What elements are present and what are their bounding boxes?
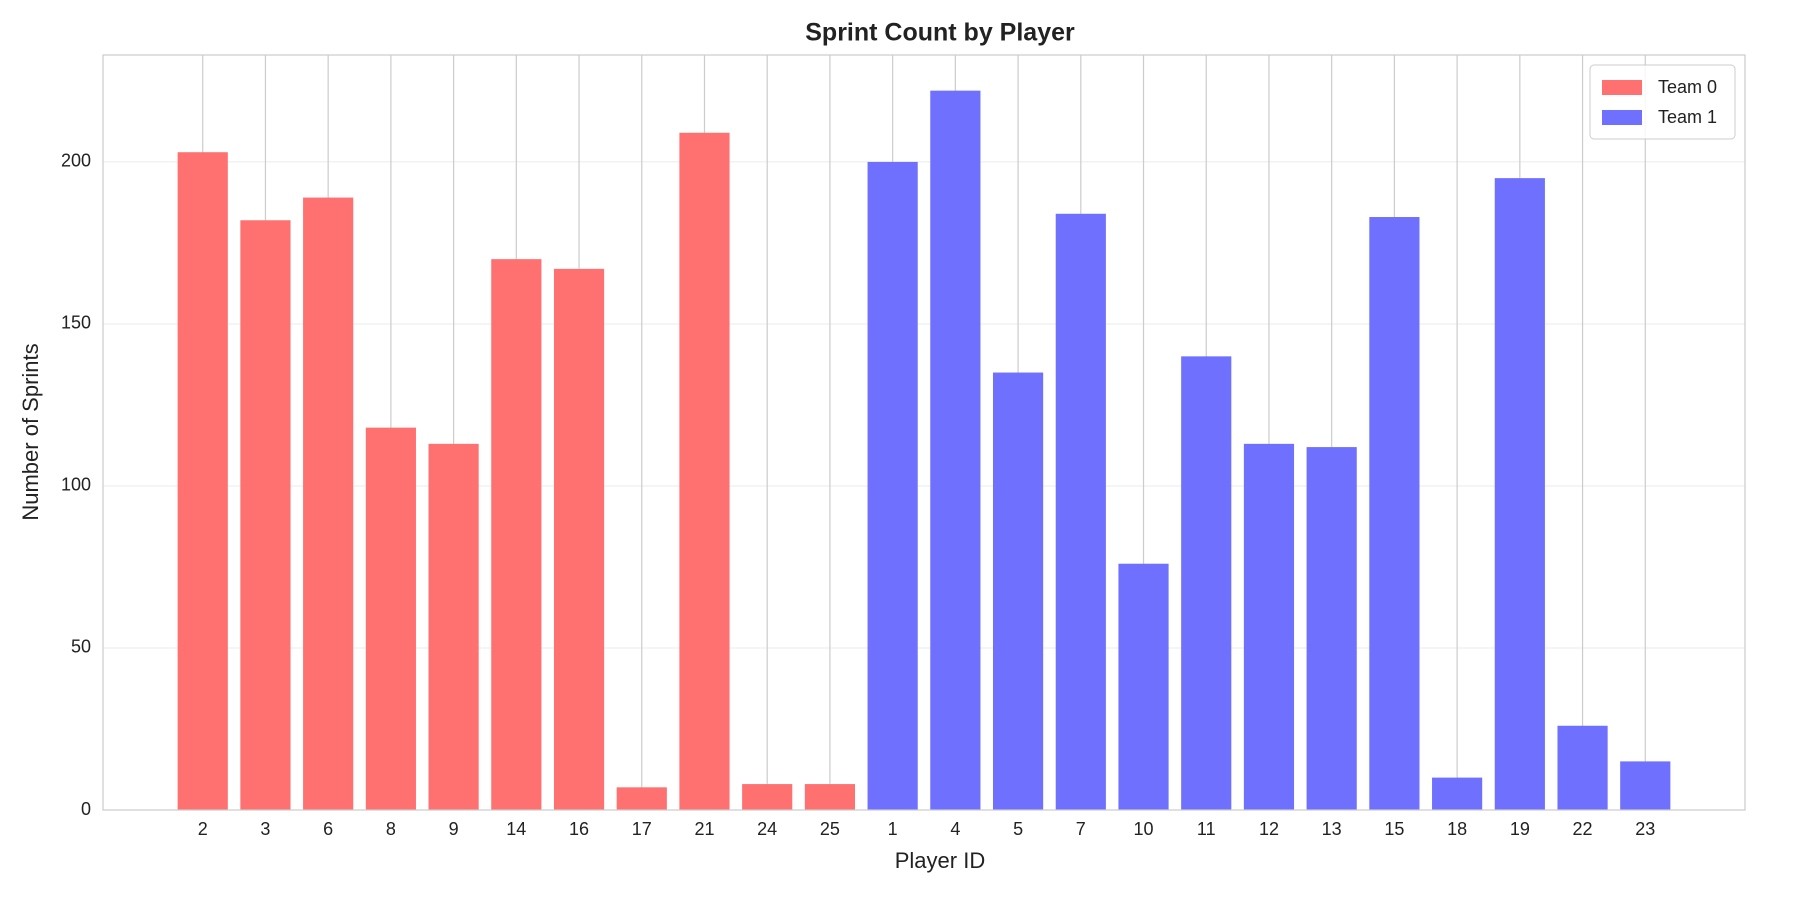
bar [1118,563,1169,810]
bar [679,132,730,810]
legend-label: Team 1 [1658,107,1717,127]
x-tick-label: 25 [820,819,840,839]
bar [1243,443,1295,810]
x-tick-label: 8 [386,819,396,839]
bar [1369,217,1420,811]
bar [992,372,1044,810]
bar [804,784,856,810]
bar [553,268,605,810]
bar [428,443,479,810]
bar [1055,213,1106,810]
y-tick-label: 50 [71,637,91,657]
bar [1557,725,1608,810]
x-tick-label: 15 [1384,819,1404,839]
x-tick-label: 9 [449,819,459,839]
y-tick-label: 100 [61,475,91,495]
x-tick-label: 16 [569,819,589,839]
x-tick-label: 1 [888,819,898,839]
x-tick-label: 2 [198,819,208,839]
x-tick-label: 10 [1134,819,1154,839]
legend-label: Team 0 [1658,77,1717,97]
x-tick-label: 23 [1635,819,1655,839]
bar [1306,447,1357,810]
x-tick-label: 4 [950,819,960,839]
bar [1181,356,1232,810]
bar [1432,777,1483,810]
bar [177,152,228,810]
x-tick-label: 7 [1076,819,1086,839]
x-tick-label: 5 [1013,819,1023,839]
legend-swatch [1602,80,1642,95]
y-tick-label: 0 [81,799,91,819]
x-tick-label: 13 [1322,819,1342,839]
y-tick-label: 200 [61,151,91,171]
x-tick-label: 18 [1447,819,1467,839]
x-tick-label: 12 [1259,819,1279,839]
x-tick-label: 19 [1510,819,1530,839]
x-tick-label: 6 [323,819,333,839]
x-tick-label: 3 [260,819,270,839]
bar [303,197,354,811]
legend-swatch [1602,110,1642,125]
bar [365,427,416,810]
bar [240,220,291,810]
x-tick-label: 14 [506,819,526,839]
bar [930,90,981,810]
x-tick-label: 22 [1573,819,1593,839]
x-tick-label: 21 [694,819,714,839]
x-tick-label: 11 [1197,819,1216,839]
bar [867,161,918,810]
x-tick-label: 24 [757,819,777,839]
bar [616,787,667,810]
bar [1494,178,1545,810]
bar [491,259,542,811]
y-axis-label: Number of Sprints [18,343,43,520]
chart-title: Sprint Count by Player [805,19,1075,47]
plot-frame [102,54,1746,811]
y-tick-label: 150 [61,313,91,333]
bar [1620,761,1671,810]
x-tick-label: 17 [632,819,652,839]
bar [742,784,793,810]
x-axis-label: Player ID [895,848,985,873]
